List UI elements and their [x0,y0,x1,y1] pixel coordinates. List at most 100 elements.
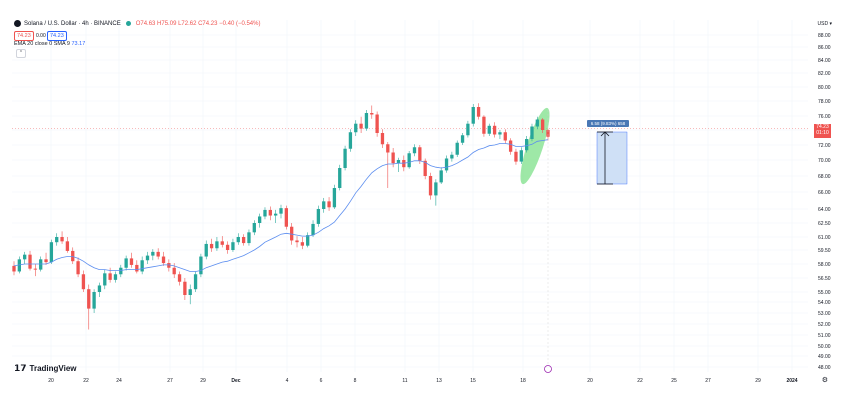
candle-body [28,254,32,269]
candle-body [87,289,91,309]
candle-body [145,255,150,261]
time-axis: 20 22 24 27 29 Dec 4 6 8 11 13 15 18 20 22 25 27 29 2024 [48,378,798,384]
candle-body [12,265,16,272]
candle-body [268,209,272,216]
y-tick-label: 54.00 [818,300,831,306]
candle-body [530,126,534,139]
candle-body [156,251,160,257]
ema-legend[interactable]: EMA 20 close 0 SMA 9 73.17 [14,41,85,47]
ema-label: EMA 20 close 0 SMA 9 [14,41,70,47]
x-tick-label: 11 [402,378,407,384]
currency-selector[interactable]: USD ▾ [817,21,832,27]
candle-body [274,213,278,216]
buy-button[interactable]: 74.23 [47,31,67,41]
y-tick-label: 52.00 [818,322,831,328]
candle-body [546,130,550,137]
candle-body [519,150,523,162]
y-tick-label: 53.00 [818,311,831,317]
candle-body [33,268,38,270]
candle-body [503,132,507,141]
sell-button[interactable]: 74.23 [14,31,34,41]
candle-body [524,139,529,151]
candle-body [386,144,390,153]
candle-body [44,259,48,263]
candle-body [247,232,251,244]
candle-body [311,223,315,236]
candle-body [295,240,299,243]
ohlc-values: O74.63 H75.09 L72.62 C74.23 −0.40 (−0.54… [135,20,261,27]
candle-body [348,132,353,149]
y-tick-label: 49.00 [818,354,831,360]
price-range-measure[interactable] [596,131,628,185]
price-axis: 88.0086.0084.0082.0080.0078.0076.0074.00… [818,33,831,371]
symbol-header[interactable]: Solana / U.S. Dollar · 4h · BINANCE O74.… [14,20,260,27]
y-tick-label: 76.00 [818,114,831,120]
candle-body [231,242,235,250]
candle-body [124,258,128,268]
candle-countdown: 01:10 [816,130,829,136]
candle-body [327,201,331,208]
spread-value: 0.00 [36,33,46,39]
y-tick-label: 70.00 [818,158,831,164]
x-tick-label: 4 [286,378,289,384]
candle-body [460,135,465,143]
candle-body [151,251,155,256]
market-open-icon [125,21,131,26]
y-tick-label: 51.00 [818,333,831,339]
candle-body [316,209,321,224]
measure-arrow-head [600,131,610,137]
x-tick-label: 2024 [786,378,797,384]
candle-body [71,250,75,262]
candle-body [364,113,369,129]
candle-body [402,160,406,168]
candle-body [450,154,454,159]
tradingview-logo[interactable]: 𝟭𝟳 TradingView [14,363,77,374]
y-tick-label: 78.00 [818,99,831,105]
candle-body [418,147,422,161]
candle-body [92,292,96,309]
candle-body [391,152,395,164]
y-tick-label: 82.00 [818,71,831,77]
y-tick-label: 68.00 [818,174,831,180]
candle-body [338,168,342,188]
x-tick-label: 29 [755,378,761,384]
x-tick-label: 13 [436,378,442,384]
current-price-value: 74.23 [816,124,829,130]
candle-body [322,201,326,209]
y-tick-label: 84.00 [818,58,831,64]
candle-body [60,237,64,242]
candle-body [167,263,171,268]
candle-body [81,274,86,290]
collapse-legend-button[interactable]: ⌃ [16,49,26,58]
candle-body [39,259,43,270]
y-tick-label: 50.00 [818,344,831,350]
candle-body [188,289,192,295]
candle-body [177,274,182,282]
candle-body [97,285,102,292]
measure-label: 6.58 (9.83%) 658 [587,120,629,127]
candle-body [423,160,427,176]
brand-name: TradingView [29,364,77,373]
candle-body [444,158,449,171]
x-tick-label: 29 [200,378,206,384]
candle-body [439,170,443,183]
gear-icon[interactable]: ⚙ [821,377,828,384]
candle-body [252,223,256,233]
candle-body [412,147,417,154]
candle-body [172,267,176,275]
candle-body [284,208,288,227]
candle-body [17,259,21,272]
y-tick-label: 56.50 [818,276,831,282]
x-tick-label: 27 [167,378,173,384]
y-tick-label: 80.00 [818,85,831,91]
candle-body [535,119,539,127]
candle-body [215,241,219,249]
y-tick-label: 61.00 [818,235,831,241]
candle-body [113,274,118,280]
x-tick-label: Dec [231,378,240,384]
x-tick-label: 24 [116,378,122,384]
candle-body [23,254,27,260]
x-tick-label: 27 [705,378,711,384]
candle-body [354,123,358,133]
